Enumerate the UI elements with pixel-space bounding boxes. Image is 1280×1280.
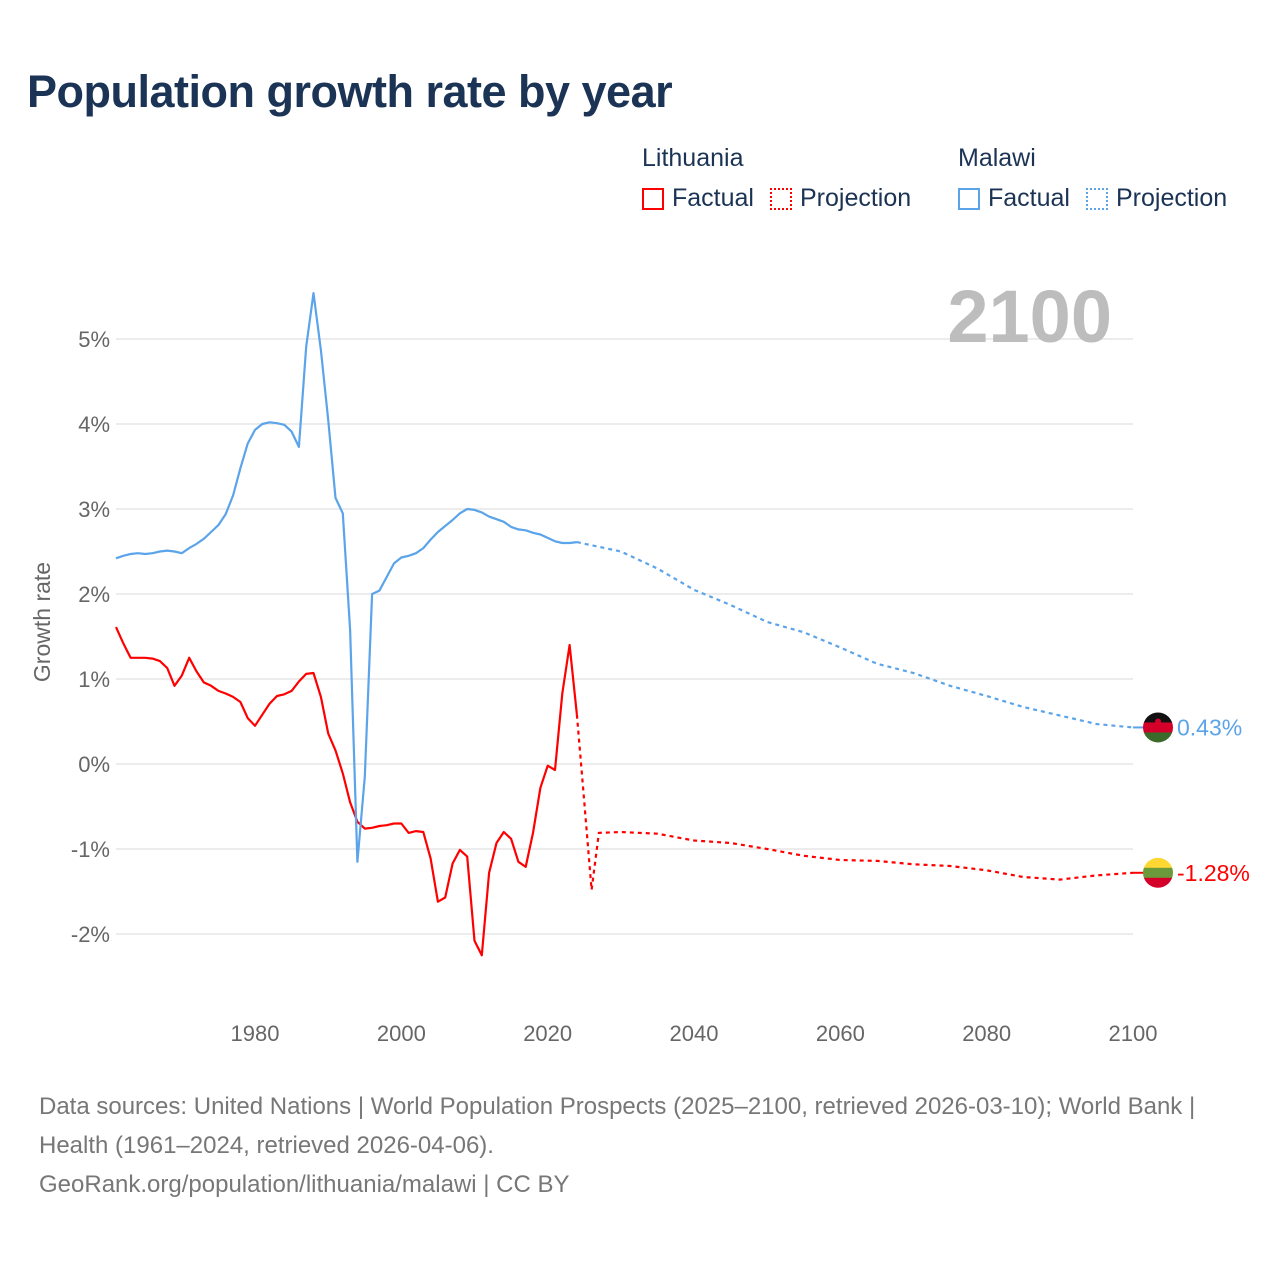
y-tick-label: -2% (71, 922, 110, 947)
data-sources: Data sources: United Nations | World Pop… (39, 1093, 1196, 1159)
x-tick-label: 1980 (231, 1021, 280, 1046)
legend-label: Projection (799, 184, 912, 212)
y-axis-label: Growth rate (29, 562, 55, 682)
legend-item-malawi-factual[interactable]: Factual (958, 184, 1070, 213)
lithuania-projection-line (575, 714, 1134, 890)
malawi-end-value: 0.43% (1177, 714, 1242, 740)
x-tick-label: 2100 (1109, 1021, 1158, 1046)
x-tick-label: 2080 (962, 1021, 1011, 1046)
y-tick-label: -1% (71, 837, 110, 862)
legend-label: Projection (1115, 184, 1228, 212)
year-badge: 2100 (947, 275, 1112, 358)
dotted-swatch-icon (1085, 187, 1108, 210)
legend-group-lithuania: Lithuania Factual Projection (642, 144, 927, 213)
legend-label: Factual (672, 184, 754, 212)
malawi-flag-icon (1143, 712, 1173, 743)
solid-swatch-icon (642, 187, 664, 210)
malawi-projection-line (576, 541, 1134, 729)
legend-group-malawi: Malawi Factual Projection (958, 144, 1243, 213)
legend-label: Factual (988, 184, 1070, 212)
x-tick-label: 2020 (523, 1021, 572, 1046)
lithuania-factual-line (114, 626, 578, 957)
y-tick-label: 4% (78, 412, 110, 437)
legend-item-lithuania-projection[interactable]: Projection (769, 184, 912, 213)
x-tick-label: 2040 (670, 1021, 719, 1046)
y-tick-label: 3% (78, 497, 110, 522)
x-tick-label: 2000 (377, 1021, 426, 1046)
footer: Data sources: United Nations | World Pop… (39, 1087, 1239, 1204)
y-tick-label: 1% (78, 667, 110, 692)
lithuania-end-value: -1.28% (1177, 860, 1250, 886)
legend-item-lithuania-factual[interactable]: Factual (642, 184, 754, 213)
y-tick-label: 5% (78, 327, 110, 352)
x-tick-label: 2060 (816, 1021, 865, 1046)
lithuania-flag-icon (1143, 857, 1173, 888)
legend-item-malawi-projection[interactable]: Projection (1085, 184, 1228, 213)
credit-link[interactable]: GeoRank.org/population/lithuania/malawi … (39, 1171, 570, 1198)
chart-title: Population growth rate by year (27, 66, 673, 117)
legend-group-name: Malawi (958, 144, 1036, 172)
solid-swatch-icon (958, 187, 980, 210)
legend-group-name: Lithuania (642, 144, 744, 172)
y-tick-label: 2% (78, 582, 110, 607)
dotted-swatch-icon (769, 187, 792, 210)
y-tick-label: 0% (78, 752, 110, 777)
malawi-factual-line (115, 292, 578, 863)
